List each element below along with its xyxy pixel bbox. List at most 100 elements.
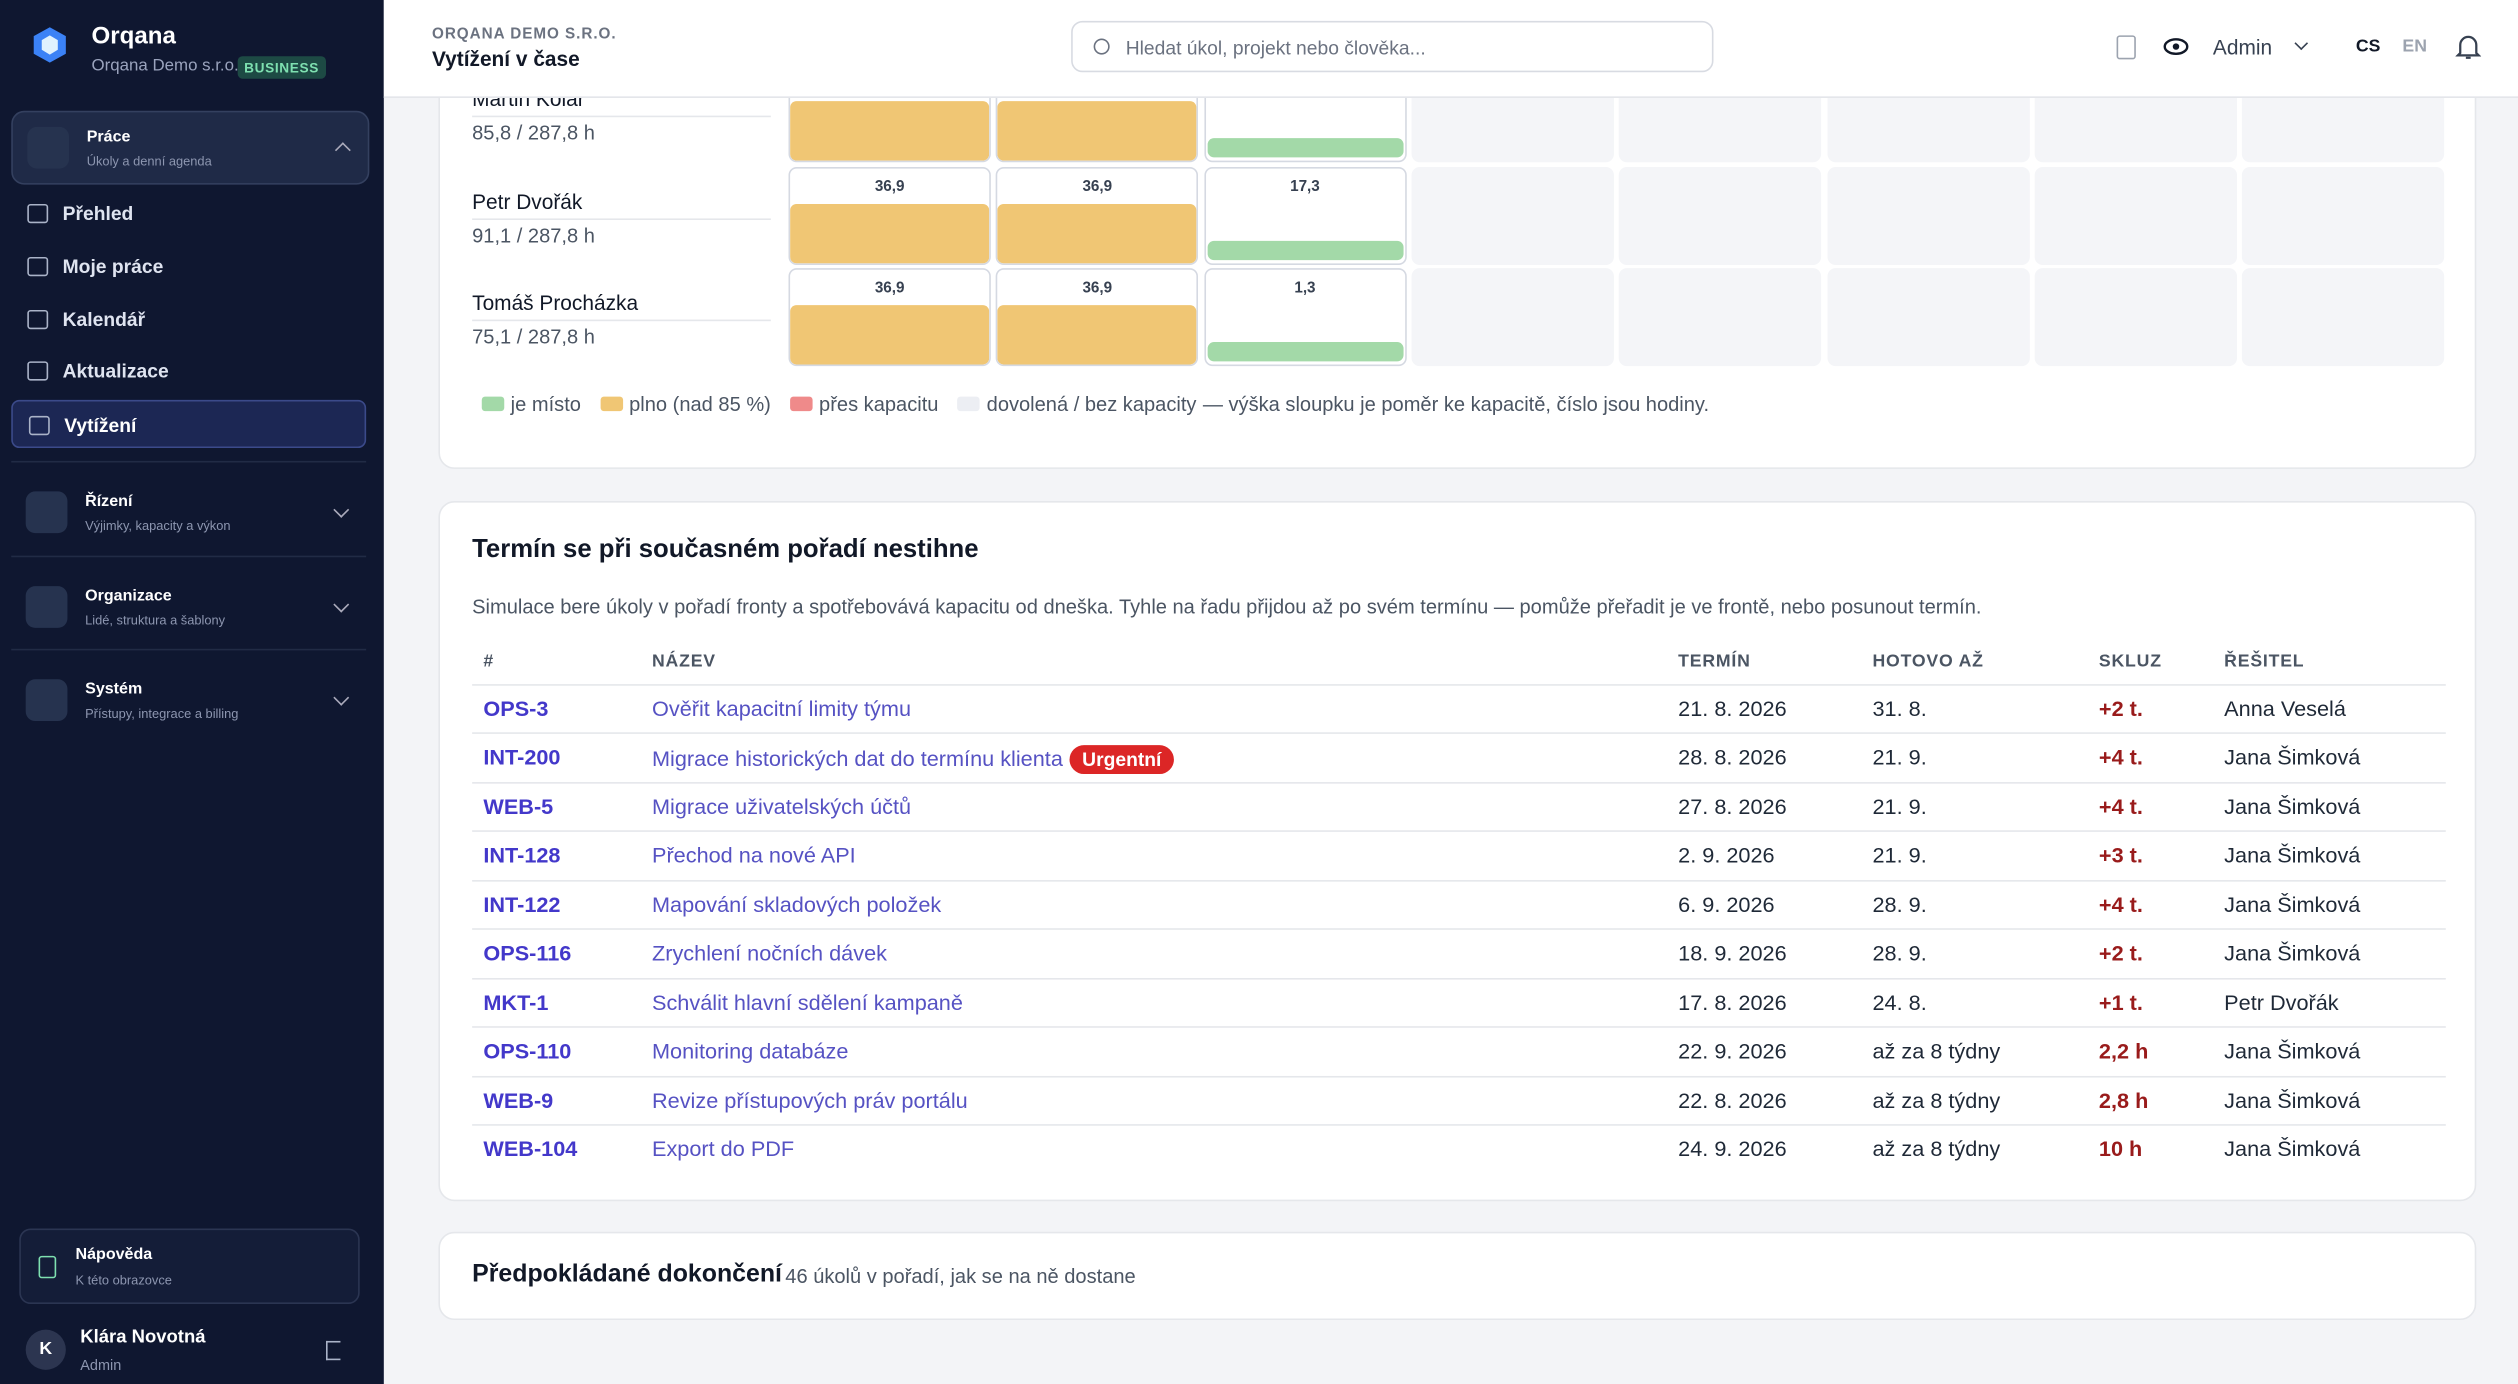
table-cell: až za 8 týdny: [1872, 1039, 2000, 1063]
task-name[interactable]: Ověřit kapacitní limity týmu: [651, 696, 912, 722]
cell-text: až za 8 týdny: [1872, 1039, 2001, 1064]
person-hours: 75,1 / 287,8 h: [472, 325, 595, 349]
section-title: Termín se při současném pořadí nestihne: [472, 536, 979, 564]
task-id[interactable]: INT-128: [483, 843, 561, 868]
task-name[interactable]: Migrace historických dat do termínu klie…: [651, 747, 1063, 772]
table-cell[interactable]: Zrychlení nočních dávek: [652, 941, 887, 965]
cell-text: Jana Šimková: [2224, 1137, 2361, 1162]
table-cell[interactable]: Přechod na nové API: [652, 844, 856, 868]
table-cell: 2,2 h: [2099, 1039, 2148, 1063]
task-id[interactable]: OPS-110: [483, 1039, 572, 1064]
hours-label: 1,3: [1294, 279, 1316, 298]
nav-group[interactable]: Systém Přístupy, integrace a billing: [11, 665, 366, 736]
table-cell[interactable]: Monitoring databáze: [652, 1039, 848, 1063]
task-name[interactable]: Revize přístupových práv portálu: [651, 1088, 968, 1113]
table-cell: 28. 8. 2026: [1678, 746, 1786, 770]
help-box[interactable]: Nápověda K této obrazovce: [19, 1228, 360, 1304]
task-id[interactable]: WEB-5: [483, 794, 554, 819]
week-cell: 1,3: [1203, 268, 1407, 367]
table-cell[interactable]: INT-200: [483, 746, 560, 770]
nav-item[interactable]: Aktualizace: [11, 347, 366, 395]
table-cell[interactable]: WEB-5: [483, 795, 553, 819]
docs-icon[interactable]: [2116, 35, 2136, 60]
task-id[interactable]: WEB-9: [483, 1088, 554, 1113]
task-id[interactable]: OPS-116: [483, 941, 572, 966]
week-cell: 36,9: [788, 268, 991, 367]
cell-text: Petr Dvořák: [2224, 990, 2339, 1015]
nav-icon: [27, 361, 49, 381]
task-name[interactable]: Export do PDF: [651, 1137, 795, 1162]
cell-text: 21. 9.: [1872, 843, 1927, 868]
legend-label: přes kapacitu: [819, 393, 939, 416]
user-role: Admin: [80, 1356, 122, 1374]
table-cell[interactable]: OPS-116: [483, 941, 571, 965]
logo: [33, 27, 66, 63]
table-cell[interactable]: OPS-3: [483, 697, 548, 721]
task-name[interactable]: Schválit hlavní sdělení kampaně: [651, 990, 963, 1015]
table-cell[interactable]: Revize přístupových práv portálu: [652, 1088, 968, 1112]
forecast-card[interactable]: [438, 1231, 2477, 1321]
table-cell[interactable]: Migrace uživatelských účtů: [652, 795, 911, 819]
help-subtitle: K této obrazovce: [75, 1273, 172, 1288]
table-cell: +4 t.: [2099, 746, 2143, 770]
table-cell[interactable]: Mapování skladových položek: [652, 893, 941, 917]
avatar: K: [25, 1329, 66, 1370]
late-card: [438, 501, 2477, 1202]
nav-group[interactable]: Řízení Výjimky, kapacity a výkon: [11, 477, 366, 548]
table-cell[interactable]: WEB-104: [483, 1137, 577, 1161]
task-id[interactable]: WEB-104: [483, 1137, 578, 1162]
preview-icon[interactable]: [2163, 35, 2189, 57]
task-name[interactable]: Zrychlení nočních dávek: [651, 941, 887, 966]
table-cell: 18. 9. 2026: [1678, 941, 1786, 965]
table-cell[interactable]: OPS-110: [483, 1039, 571, 1063]
table-cell[interactable]: INT-122: [483, 893, 560, 917]
table-cell[interactable]: MKT-1: [483, 990, 548, 1014]
logout-icon[interactable]: [325, 1340, 341, 1361]
capacity-bar: [1206, 240, 1403, 260]
table-cell[interactable]: Export do PDF: [652, 1137, 794, 1161]
table-cell[interactable]: Schválit hlavní sdělení kampaně: [652, 990, 963, 1014]
nav-group[interactable]: Práce Úkoly a denní agenda: [11, 110, 370, 185]
notifications-icon[interactable]: [2455, 34, 2482, 61]
group-title: Systém: [85, 680, 143, 699]
table-cell[interactable]: Ověřit kapacitní limity týmu: [652, 697, 911, 721]
table-cell: Jana Šimková: [2224, 941, 2360, 965]
table-cell[interactable]: INT-128: [483, 844, 560, 868]
search-box[interactable]: Hledat úkol, projekt nebo člověka...: [1071, 20, 1714, 73]
table-cell[interactable]: Migrace historických dat do termínu klie…: [651, 745, 1175, 775]
sidebar: Orqana Orqana Demo s.r.o. BUSINESS Práce…: [0, 0, 384, 1384]
task-id[interactable]: INT-200: [483, 745, 561, 770]
legend-note: — výška sloupku je poměr ke kapacitě, čí…: [1202, 393, 1710, 416]
table-cell: až za 8 týdny: [1872, 1137, 2000, 1161]
week-cell: [1826, 268, 2030, 367]
language-option[interactable]: EN: [2402, 36, 2427, 57]
cell-text: 10 h: [2098, 1137, 2143, 1162]
nav-item[interactable]: Moje práce: [11, 242, 366, 290]
nav-item[interactable]: Kalendář: [11, 295, 366, 343]
table-cell: 2. 9. 2026: [1678, 844, 1774, 868]
section-description: Simulace bere úkoly v pořadí fronty a sp…: [472, 595, 1982, 619]
task-id[interactable]: INT-122: [483, 892, 561, 917]
section-title: Předpokládané dokončení: [472, 1260, 782, 1288]
capacity-bar: [790, 305, 990, 365]
nav-item[interactable]: Vytížení: [11, 399, 367, 449]
table-cell: 10 h: [2099, 1137, 2142, 1161]
nav-group[interactable]: Organizace Lidé, struktura a šablony: [11, 571, 366, 642]
table-cell[interactable]: WEB-9: [483, 1088, 553, 1112]
language-option[interactable]: CS: [2355, 36, 2381, 57]
cell-text: 18. 9. 2026: [1678, 941, 1787, 966]
task-name[interactable]: Mapování skladových položek: [651, 892, 942, 917]
legend-label: je místo: [510, 393, 581, 416]
role-select[interactable]: Admin: [2200, 29, 2322, 68]
table-row: MKT-1 Schválit hlavní sdělení kampaně 17. …: [472, 977, 2446, 1027]
task-id[interactable]: OPS-3: [483, 696, 549, 722]
task-id[interactable]: MKT-1: [483, 990, 549, 1015]
table-cell: +2 t.: [2099, 697, 2143, 721]
task-name[interactable]: Monitoring databáze: [651, 1039, 849, 1064]
task-name[interactable]: Přechod na nové API: [651, 843, 856, 868]
nav-item[interactable]: Přehled: [11, 189, 366, 237]
task-name[interactable]: Migrace uživatelských účtů: [651, 794, 912, 819]
hours-label: 36,9: [1082, 279, 1113, 298]
